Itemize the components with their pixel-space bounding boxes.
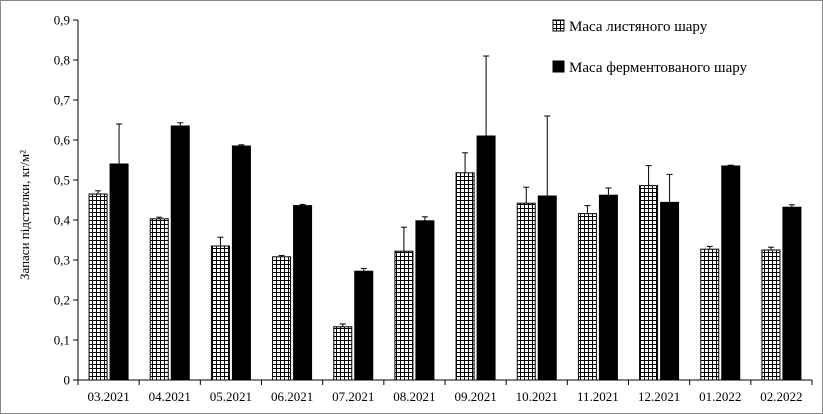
bar-leaf-layer [149, 218, 169, 381]
bar-leaf-layer [700, 248, 720, 381]
bars [88, 55, 802, 381]
y-tick-label: 0,6 [54, 133, 71, 148]
legend-label: Маса ферментованого шару [569, 60, 748, 76]
y-tick-label: 0,8 [54, 53, 70, 68]
bar-fermented-layer [721, 165, 741, 381]
x-tick-label: 01.2022 [699, 389, 741, 404]
bar-leaf-layer [394, 250, 414, 381]
bar-fermented-layer [782, 206, 802, 381]
x-tick-label: 10.2021 [516, 389, 558, 404]
bar-fermented-layer [415, 220, 435, 381]
y-tick-label: 0,5 [54, 173, 70, 188]
y-tick-label: 0,2 [54, 293, 70, 308]
bar-leaf-layer [761, 249, 781, 381]
bar-fermented-layer [231, 145, 251, 381]
x-tick-label: 03.2021 [87, 389, 129, 404]
bar-fermented-layer [598, 194, 618, 381]
axes [77, 20, 813, 385]
x-tick-label: 04.2021 [149, 389, 191, 404]
x-tick-labels: 03.2021 04.2021 05.2021 06.2021 07.2021 08.20… [87, 389, 802, 404]
bar-fermented-layer [170, 125, 190, 381]
x-tick-label: 12.2021 [638, 389, 680, 404]
legend: Маса листяного шару Маса ферментованого ш… [552, 19, 748, 76]
legend-swatch [552, 19, 565, 32]
bar-fermented-layer [354, 270, 374, 381]
bar-fermented-layer [660, 201, 680, 381]
x-tick-label: 06.2021 [271, 389, 313, 404]
bar-leaf-layer [516, 202, 536, 381]
y-tick-label: 0,9 [54, 13, 70, 28]
x-tick-label: 02.2022 [760, 389, 802, 404]
y-tick-label: 0,1 [54, 333, 70, 348]
x-tick-label: 05.2021 [210, 389, 252, 404]
bar-leaf-layer [210, 245, 230, 381]
y-axis-title-group: Запаси підстилки, кг/м² [17, 150, 32, 280]
bar-leaf-layer [88, 193, 108, 381]
bar-leaf-layer [333, 326, 353, 381]
bar-fermented-layer [537, 195, 557, 381]
legend-label: Маса листяного шару [569, 19, 708, 35]
bar-leaf-layer [577, 213, 597, 381]
x-tick-label: 09.2021 [454, 389, 496, 404]
bar-leaf-layer [455, 172, 475, 381]
x-tick-label: 11.2021 [577, 389, 619, 404]
y-axis-title: Запаси підстилки, кг/м² [17, 150, 32, 280]
bar-leaf-layer [272, 256, 292, 381]
y-tick-label: 0,4 [54, 213, 71, 228]
bar-fermented-layer [293, 205, 313, 381]
legend-swatch [552, 60, 565, 73]
y-tick-label: 0,7 [54, 93, 71, 108]
y-ticks: 0 0,1 0,2 0,3 0,4 0,5 0,6 0,7 0,8 0,9 [54, 13, 78, 388]
x-tick-label: 08.2021 [393, 389, 435, 404]
y-tick-label: 0,3 [54, 253, 70, 268]
x-tick-label: 07.2021 [332, 389, 374, 404]
bar-fermented-layer [109, 163, 129, 381]
bar-fermented-layer [476, 135, 496, 381]
bar-leaf-layer [639, 185, 659, 381]
y-tick-label: 0 [64, 373, 71, 388]
